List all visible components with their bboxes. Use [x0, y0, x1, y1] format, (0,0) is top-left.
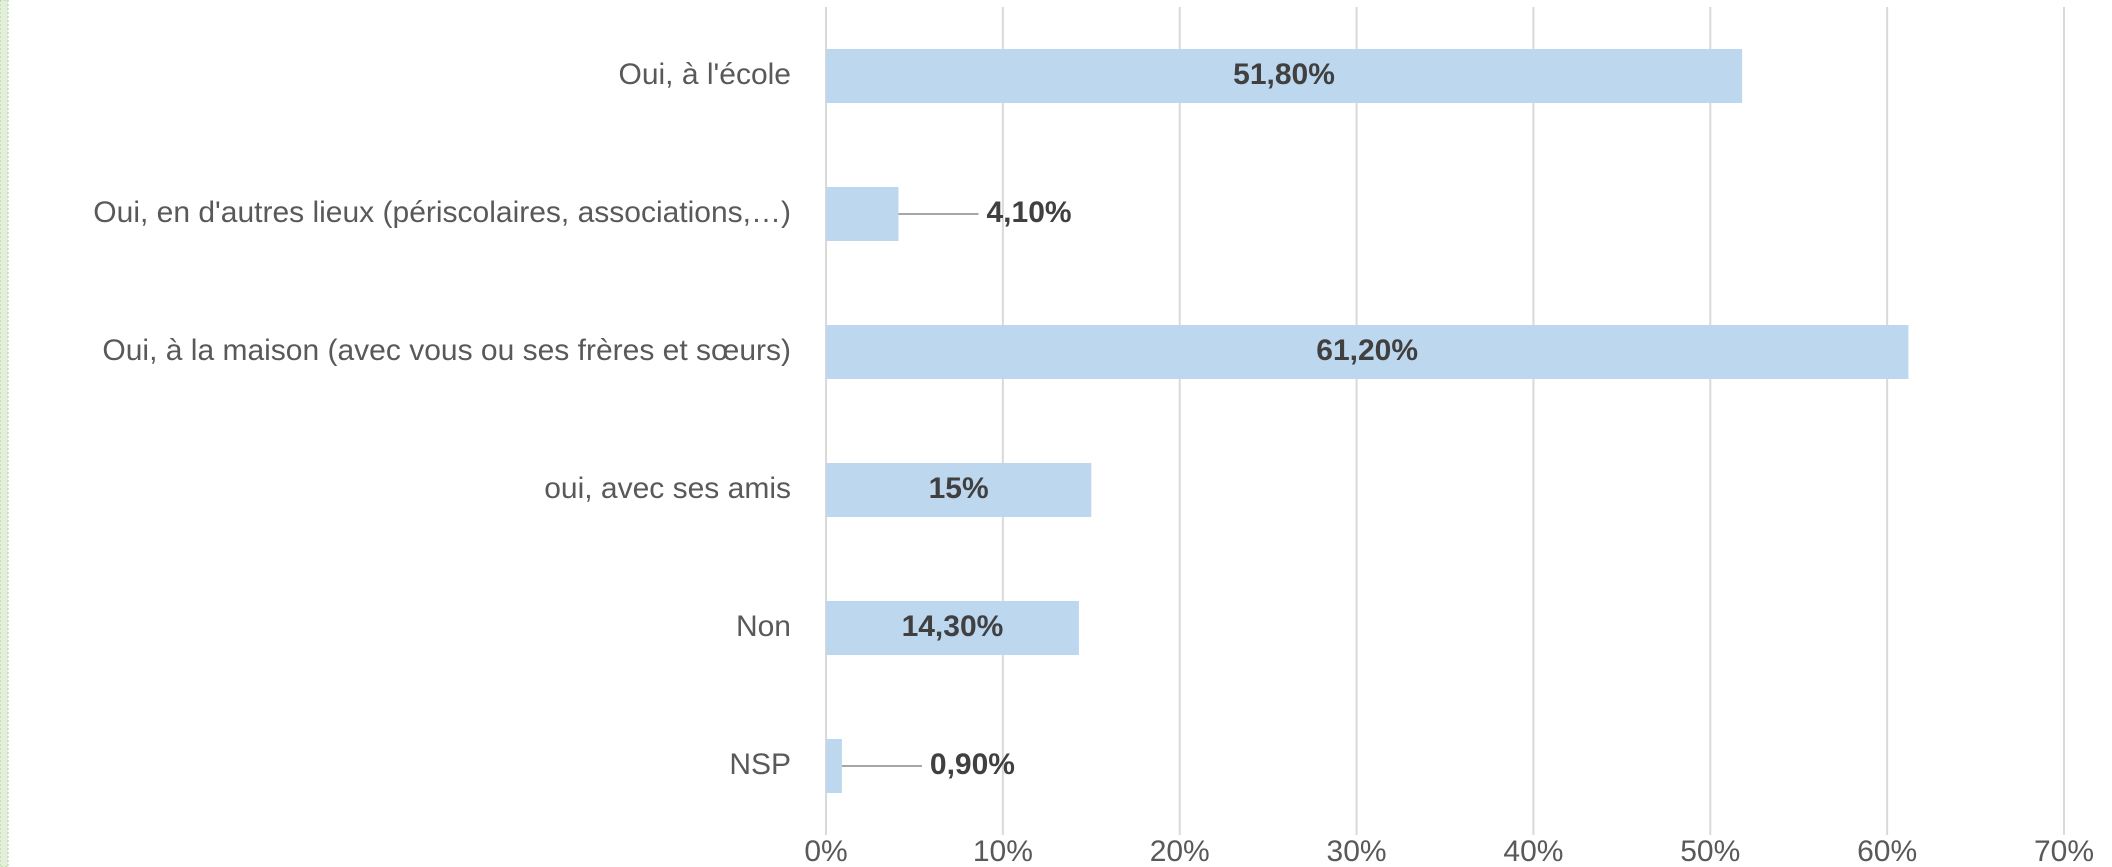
category-label: Oui, à l'école [619, 58, 792, 91]
category-label: Non [736, 610, 791, 643]
data-label: 15% [929, 472, 989, 505]
x-tick-label: 30% [1327, 835, 1387, 867]
category-label: Oui, à la maison (avec vous ou ses frère… [102, 334, 791, 367]
data-label: 61,20% [1316, 334, 1418, 367]
data-label: 51,80% [1233, 58, 1335, 91]
bar [826, 463, 1092, 517]
data-label: 0,90% [930, 748, 1015, 781]
data-label: 4,10% [987, 196, 1072, 229]
category-label: NSP [729, 748, 791, 781]
bar [826, 601, 1079, 655]
x-tick-label: 50% [1680, 835, 1740, 867]
x-tick-label: 70% [2034, 835, 2094, 867]
category-label: Oui, en d'autres lieux (périscolaires, a… [93, 196, 791, 229]
x-tick-label: 10% [973, 835, 1033, 867]
bar [826, 739, 842, 793]
bar [826, 49, 1743, 103]
x-tick-label: 0% [804, 835, 847, 867]
bar [826, 187, 899, 241]
bar [826, 325, 1909, 379]
x-tick-label: 40% [1503, 835, 1563, 867]
x-tick-label: 60% [1857, 835, 1917, 867]
data-label: 14,30% [902, 610, 1004, 643]
frame-edge [0, 0, 9, 867]
x-tick-label: 20% [1150, 835, 1210, 867]
category-label: oui, avec ses amis [544, 472, 791, 505]
